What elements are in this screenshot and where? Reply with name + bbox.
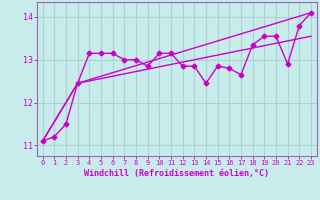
X-axis label: Windchill (Refroidissement éolien,°C): Windchill (Refroidissement éolien,°C) <box>84 169 269 178</box>
